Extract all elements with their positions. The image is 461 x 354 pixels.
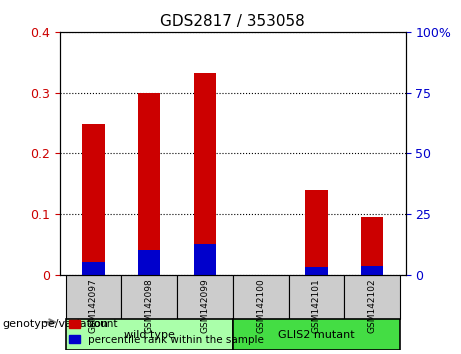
- Text: GSM142102: GSM142102: [368, 278, 377, 333]
- Text: GSM142098: GSM142098: [145, 278, 154, 333]
- Bar: [82, 124, 105, 275]
- Text: GSM142097: GSM142097: [89, 278, 98, 333]
- FancyBboxPatch shape: [344, 275, 400, 319]
- Bar: [82, 262, 105, 275]
- Bar: [194, 73, 216, 275]
- Text: GSM142101: GSM142101: [312, 278, 321, 333]
- Bar: [138, 250, 160, 275]
- FancyBboxPatch shape: [233, 319, 400, 350]
- Bar: [305, 190, 328, 275]
- Bar: [305, 267, 328, 275]
- Text: GLIS2 mutant: GLIS2 mutant: [278, 330, 355, 339]
- Text: wild type: wild type: [124, 330, 175, 339]
- Text: GSM142100: GSM142100: [256, 278, 265, 333]
- FancyBboxPatch shape: [177, 275, 233, 319]
- FancyBboxPatch shape: [233, 275, 289, 319]
- Bar: [138, 92, 160, 275]
- Title: GDS2817 / 353058: GDS2817 / 353058: [160, 14, 305, 29]
- Text: GSM142099: GSM142099: [201, 278, 209, 333]
- FancyBboxPatch shape: [121, 275, 177, 319]
- FancyBboxPatch shape: [289, 275, 344, 319]
- FancyBboxPatch shape: [65, 319, 233, 350]
- Bar: [194, 244, 216, 275]
- Text: genotype/variation: genotype/variation: [2, 319, 108, 329]
- Bar: [361, 266, 384, 275]
- FancyBboxPatch shape: [65, 275, 121, 319]
- Legend: count, percentile rank within the sample: count, percentile rank within the sample: [65, 315, 268, 349]
- Bar: [361, 217, 384, 275]
